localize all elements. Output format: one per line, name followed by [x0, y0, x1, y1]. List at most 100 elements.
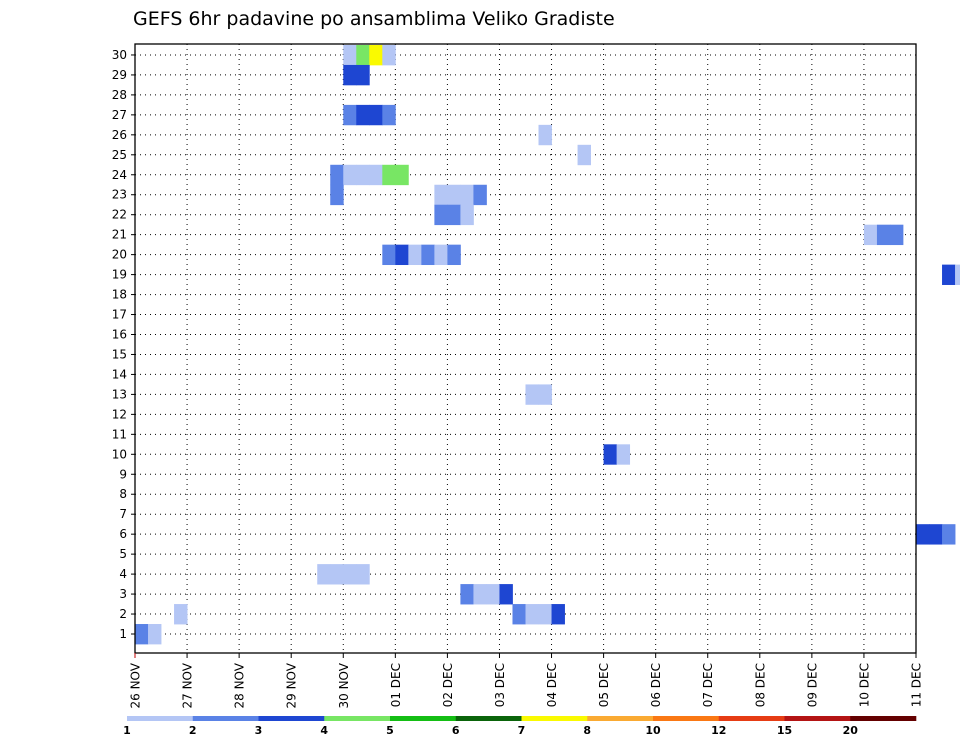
x-tick-label: 28 NOV — [233, 662, 247, 708]
x-tick-label: 03 DEC — [493, 663, 507, 707]
y-tick-label: 9 — [119, 467, 127, 481]
heatmap-cell — [382, 244, 396, 266]
heatmap-cell — [369, 44, 383, 66]
heatmap-cell — [356, 164, 370, 186]
heatmap-cell — [317, 564, 331, 585]
x-tick-label: 07 DEC — [701, 663, 715, 707]
y-tick-label: 1 — [119, 627, 127, 641]
colorbar-segment — [455, 716, 522, 721]
colorbar-segment — [192, 716, 259, 721]
heatmap-cell — [473, 184, 487, 206]
heatmap-cell — [551, 604, 565, 625]
x-tick-label: 05 DEC — [597, 663, 611, 707]
heatmap-cell — [343, 64, 357, 86]
heatmap-cell — [174, 604, 188, 625]
heatmap-cell — [460, 584, 474, 605]
colorbar-label: 15 — [777, 724, 792, 737]
colorbar-label: 10 — [645, 724, 661, 737]
y-tick-label: 6 — [119, 527, 127, 541]
y-tick-label: 17 — [112, 308, 127, 322]
heatmap-cell — [343, 564, 357, 585]
heatmap-cell — [356, 564, 370, 585]
heatmap-cell — [486, 584, 500, 605]
heatmap-cell — [395, 164, 409, 186]
colorbar-segment — [653, 716, 720, 721]
x-tick-label: 06 DEC — [649, 663, 663, 707]
colorbar-label: 7 — [518, 724, 526, 737]
y-axis: 1234567891011121314151617181920212223242… — [112, 48, 135, 641]
colorbar-label: 3 — [255, 724, 263, 737]
heatmap-cell — [512, 604, 526, 625]
heatmap-cell — [876, 224, 891, 246]
heatmap-cell — [382, 44, 396, 66]
heatmap-cell — [330, 564, 344, 585]
heatmap-cell — [330, 164, 344, 186]
x-tick-label: 02 DEC — [441, 663, 455, 707]
heatmap-cell — [343, 164, 357, 186]
heatmap-cell — [929, 524, 943, 545]
x-axis: 26 NOV 27 NOV 28 NOV 29 NOV 30 NOV 01 DEC 02 D… — [129, 653, 924, 709]
x-tick-label: 29 NOV — [285, 662, 299, 708]
y-tick-label: 22 — [112, 208, 127, 222]
heatmap-cell — [356, 104, 370, 126]
heatmap-cell — [603, 444, 618, 465]
x-tick-label: 08 DEC — [753, 663, 767, 707]
heatmap-cell — [382, 104, 396, 126]
colorbar-label: 4 — [320, 724, 328, 737]
heatmap-cell — [616, 444, 631, 465]
heatmap-cell — [889, 224, 904, 246]
colorbar-label: 1 — [123, 724, 131, 737]
y-tick-label: 26 — [112, 128, 127, 142]
y-tick-label: 12 — [112, 407, 127, 421]
x-tick-label: 26 NOV — [129, 662, 143, 708]
heatmap-cell — [447, 204, 461, 226]
colorbar-segment — [718, 716, 785, 721]
x-tick-label: 11 DEC — [910, 663, 924, 707]
colorbar-segment — [258, 716, 325, 721]
heatmap-cell — [525, 384, 539, 405]
x-tick-label: 30 NOV — [337, 662, 351, 708]
heatmap-cell — [955, 264, 960, 285]
colorbar-legend: 1 2 3 4 5 6 7 8 10 12 15 20 — [123, 716, 917, 737]
colorbar-label: 6 — [452, 724, 460, 737]
heatmap-cell — [863, 224, 878, 246]
colorbar-segment — [850, 716, 917, 721]
y-tick-label: 23 — [112, 188, 127, 202]
colorbar-label: 20 — [843, 724, 859, 737]
heatmap-cell — [434, 204, 448, 226]
y-tick-label: 21 — [112, 228, 127, 242]
y-tick-label: 27 — [112, 108, 127, 122]
heatmap-cell — [421, 244, 435, 266]
heatmap-cell — [525, 604, 539, 625]
colorbar-segment — [521, 716, 588, 721]
colorbar-segment — [324, 716, 391, 721]
heatmap-cell — [447, 244, 461, 266]
y-tick-label: 11 — [112, 427, 127, 441]
y-tick-label: 7 — [119, 507, 127, 521]
y-tick-label: 18 — [112, 288, 127, 302]
x-tick-label: 01 DEC — [389, 663, 403, 707]
heatmap-cell — [135, 624, 149, 645]
chart-title: GEFS 6hr padavine po ansamblima Veliko G… — [133, 8, 615, 30]
plot-frame — [134, 43, 917, 654]
heatmap-cell — [538, 604, 552, 625]
heatmap-cell — [434, 184, 448, 206]
heatmap-cell — [148, 624, 162, 645]
heatmap-cell — [538, 124, 552, 146]
cells-layer — [135, 44, 960, 645]
x-tick-label: 04 DEC — [545, 663, 559, 707]
y-tick-label: 25 — [112, 148, 127, 162]
colorbar-label: 5 — [386, 724, 394, 737]
heatmap-cell — [343, 44, 357, 66]
heatmap-cell — [356, 64, 370, 86]
heatmap-cell — [460, 184, 474, 206]
y-tick-label: 24 — [112, 168, 127, 182]
heatmap-cell — [356, 44, 370, 66]
heatmap-cell — [538, 384, 552, 405]
y-tick-label: 14 — [112, 367, 127, 381]
y-tick-label: 8 — [119, 487, 127, 501]
heatmap-cell — [369, 164, 383, 186]
colorbar-label: 2 — [189, 724, 197, 737]
y-tick-label: 13 — [112, 387, 127, 401]
